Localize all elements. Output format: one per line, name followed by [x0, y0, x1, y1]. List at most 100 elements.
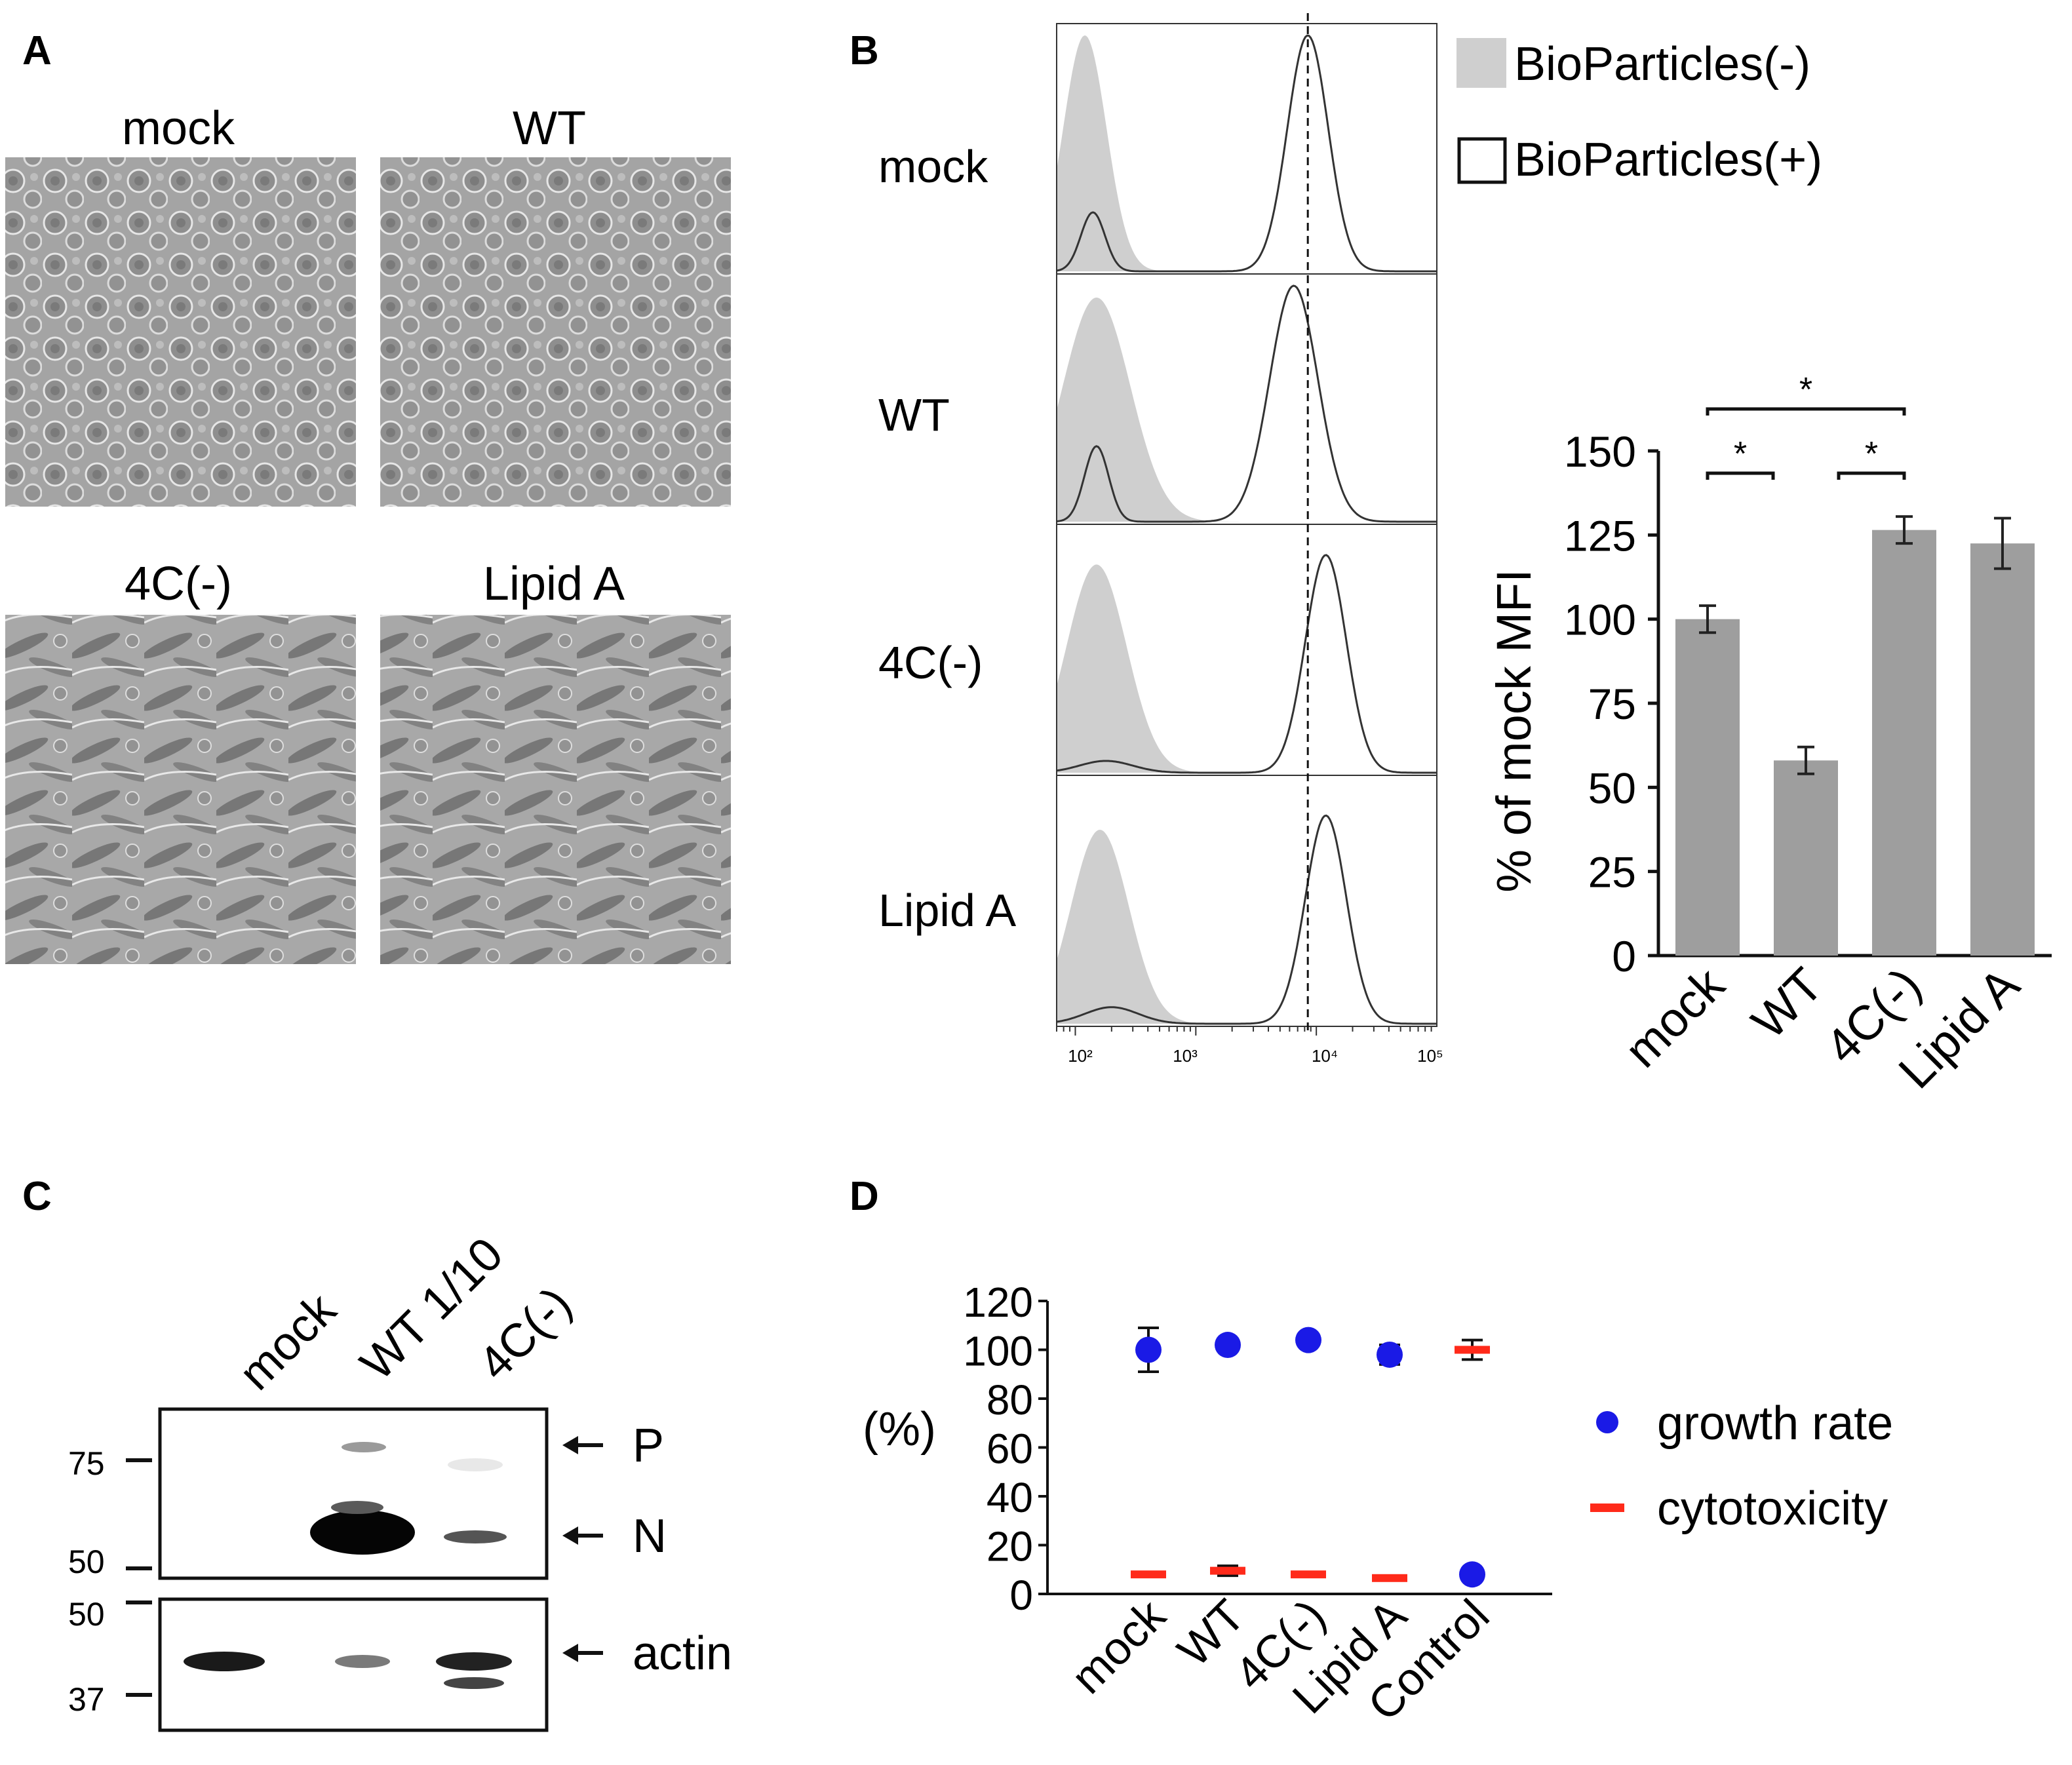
micrograph-mock [5, 157, 356, 507]
y-tick-label: 100 [1564, 596, 1636, 644]
x-tick-100000: 10⁵ [1417, 1046, 1443, 1066]
legend-marker-growth-rate [1596, 1411, 1618, 1433]
lane-label-4c: 4C(-) [469, 1277, 582, 1391]
arrow-p [562, 1436, 603, 1454]
band-n-wt-halo [331, 1501, 383, 1514]
band-actin-4c-lower [444, 1677, 504, 1689]
legend-label-open: BioParticles(+) [1514, 134, 1822, 186]
significance-bracket [1837, 471, 1906, 480]
y-tick-label: 60 [987, 1426, 1033, 1473]
arrow-actin [562, 1644, 603, 1662]
y-tick-label: 125 [1564, 511, 1636, 560]
arrow-n [562, 1526, 603, 1545]
significance-star: * [1865, 435, 1878, 473]
histogram-filled-2 [1057, 564, 1437, 773]
cytotoxicity-point [1291, 1570, 1326, 1579]
y-tick-label: 0 [1009, 1572, 1033, 1619]
scatter-y-axis-label: (%) [863, 1403, 936, 1456]
bar-0 [1675, 619, 1740, 956]
band-label-actin: actin [633, 1627, 732, 1680]
panel-c-label: C [22, 1174, 52, 1219]
growth-rate-point [1215, 1332, 1241, 1359]
x-tick-10000: 10⁴ [1312, 1046, 1338, 1066]
cytotoxicity-point [1210, 1566, 1245, 1575]
marker-label-37: 37 [68, 1681, 105, 1718]
marker-label-50-b: 50 [68, 1596, 105, 1633]
legend-swatch-open [1457, 137, 1507, 184]
y-tick-label: 20 [987, 1523, 1033, 1570]
histogram-open-3 [1056, 814, 1437, 1025]
y-tick-label: 50 [1588, 764, 1636, 812]
micrograph-lipid-a [380, 615, 731, 964]
row-label-wt: WT [878, 389, 950, 440]
row-label-lipid-a: Lipid A [878, 885, 1016, 936]
growth-rate-point [1459, 1561, 1485, 1588]
histogram-open-2 [1056, 554, 1437, 774]
band-n-wt [310, 1510, 415, 1555]
significance-bracket [1706, 471, 1775, 480]
growth-rate-point [1295, 1327, 1321, 1353]
y-tick-label: 100 [963, 1328, 1033, 1375]
x-tick-1000: 10³ [1173, 1046, 1198, 1066]
band-p-4c [448, 1458, 503, 1471]
histogram-filled-3 [1057, 830, 1437, 1024]
image-label-mock: mock [122, 102, 235, 155]
significance-star: * [1734, 435, 1747, 473]
marker-label-50: 50 [68, 1543, 105, 1580]
significance-star: * [1799, 371, 1812, 409]
legend-marker-cytotoxicity [1590, 1503, 1624, 1512]
bar-1 [1774, 760, 1838, 956]
y-tick-label: 80 [987, 1376, 1033, 1424]
histogram-filled-1 [1057, 298, 1437, 522]
legend-label-filled: BioParticles(-) [1514, 38, 1810, 90]
cytotoxicity-point [1372, 1574, 1407, 1582]
row-label-mock: mock [878, 141, 988, 192]
band-actin-wt [335, 1655, 390, 1668]
panel-b-legend: BioParticles(-) BioParticles(+) [1456, 38, 1822, 186]
image-label-4c: 4C(-) [125, 558, 232, 610]
y-tick-label: 120 [963, 1279, 1033, 1326]
x-category-label: mock [1061, 1589, 1175, 1703]
band-p-wt [342, 1442, 386, 1452]
growth-rate-point [1377, 1341, 1403, 1368]
marker-label-75: 75 [68, 1445, 105, 1482]
legend-swatch-filled [1456, 38, 1506, 88]
micrograph-4c [5, 615, 356, 964]
y-tick-label: 25 [1588, 848, 1636, 897]
histogram-open-1 [1056, 284, 1437, 523]
band-actin-mock [184, 1652, 265, 1671]
bar-2 [1872, 530, 1936, 956]
panel-b-label: B [850, 28, 879, 73]
histogram-open-0 [1056, 34, 1437, 273]
image-label-wt: WT [513, 102, 586, 155]
lane-label-mock: mock [229, 1283, 347, 1400]
row-label-4c: 4C(-) [878, 637, 983, 688]
panel-d-legend: growth rate cytotoxicity [1590, 1397, 1893, 1535]
band-label-n: N [633, 1510, 667, 1562]
y-tick-label: 40 [987, 1474, 1033, 1521]
bar-y-axis-label: % of mock MFI [1487, 569, 1541, 892]
panel-c-blot: mock WT 1/10 4C(-) 75 50 50 37 P N [68, 1228, 732, 1732]
bar-3 [1970, 543, 2035, 956]
panel-b-histograms: mock WT 4C(-) Lipid A 10² 10³ 10⁴ 10⁵ [878, 13, 1443, 1066]
cytotoxicity-point [1131, 1570, 1166, 1579]
x-tick-100: 10² [1068, 1046, 1093, 1066]
micrograph-wt [380, 157, 731, 507]
band-label-p: P [633, 1420, 664, 1472]
panel-a: mock WT 4C(-) Lipid A [5, 102, 731, 964]
legend-label-cytotoxicity: cytotoxicity [1657, 1483, 1888, 1535]
growth-rate-point [1135, 1336, 1162, 1363]
band-n-4c [444, 1530, 507, 1543]
panel-a-label: A [22, 28, 52, 73]
legend-label-growth-rate: growth rate [1657, 1397, 1893, 1450]
y-tick-label: 0 [1612, 932, 1636, 980]
histogram-filled-0 [1057, 35, 1437, 271]
cytotoxicity-point [1455, 1346, 1490, 1354]
panel-d-label: D [850, 1174, 879, 1219]
y-tick-label: 75 [1588, 680, 1636, 728]
significance-bracket [1706, 407, 1906, 416]
band-actin-4c [436, 1652, 512, 1671]
